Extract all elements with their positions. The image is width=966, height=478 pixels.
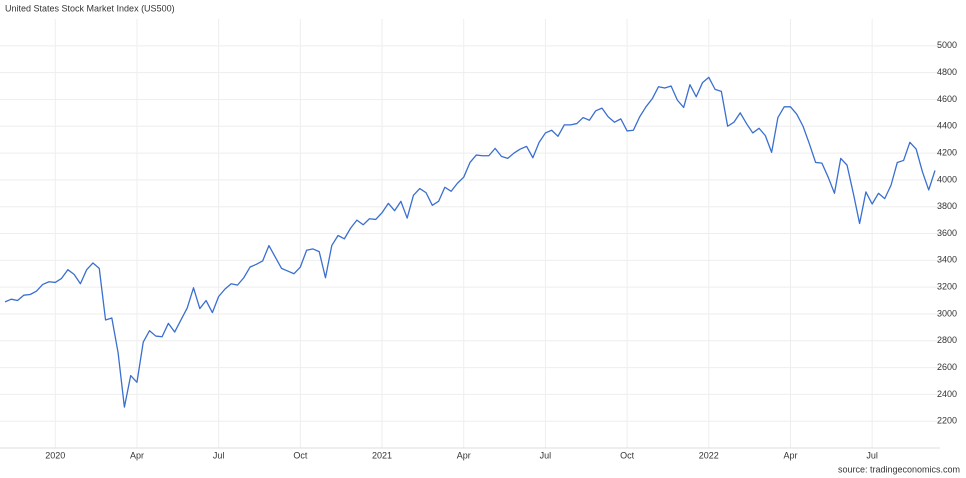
x-tick-label: 2022 [699, 450, 719, 460]
chart-title: United States Stock Market Index (US500) [5, 3, 175, 13]
y-tick-label: 5000 [937, 40, 957, 50]
x-tick-label: Jul [540, 450, 552, 460]
y-tick-label: 3000 [937, 308, 957, 318]
y-tick-label: 4200 [937, 147, 957, 157]
y-tick-label: 2400 [937, 389, 957, 399]
x-tick-label: 2021 [372, 450, 392, 460]
source-note: source: tradingeconomics.com [838, 464, 960, 474]
x-tick-label: Oct [620, 450, 635, 460]
y-tick-label: 3200 [937, 282, 957, 292]
y-tick-label: 3400 [937, 255, 957, 265]
data-line [4, 76, 936, 408]
y-tick-label: 4400 [937, 121, 957, 131]
x-tick-label: Apr [457, 450, 471, 460]
x-tick-label: 2020 [45, 450, 65, 460]
y-tick-label: 3600 [937, 228, 957, 238]
y-tick-label: 2600 [937, 362, 957, 372]
y-tick-label: 2800 [937, 335, 957, 345]
x-tick-label: Jul [213, 450, 225, 460]
y-tick-label: 2200 [937, 416, 957, 426]
x-tick-label: Jul [866, 450, 878, 460]
y-tick-label: 4800 [937, 67, 957, 77]
y-tick-label: 4000 [937, 174, 957, 184]
x-tick-label: Oct [293, 450, 308, 460]
y-tick-label: 3800 [937, 201, 957, 211]
y-tick-label: 4600 [937, 94, 957, 104]
x-tick-label: Apr [783, 450, 797, 460]
x-tick-label: Apr [130, 450, 144, 460]
